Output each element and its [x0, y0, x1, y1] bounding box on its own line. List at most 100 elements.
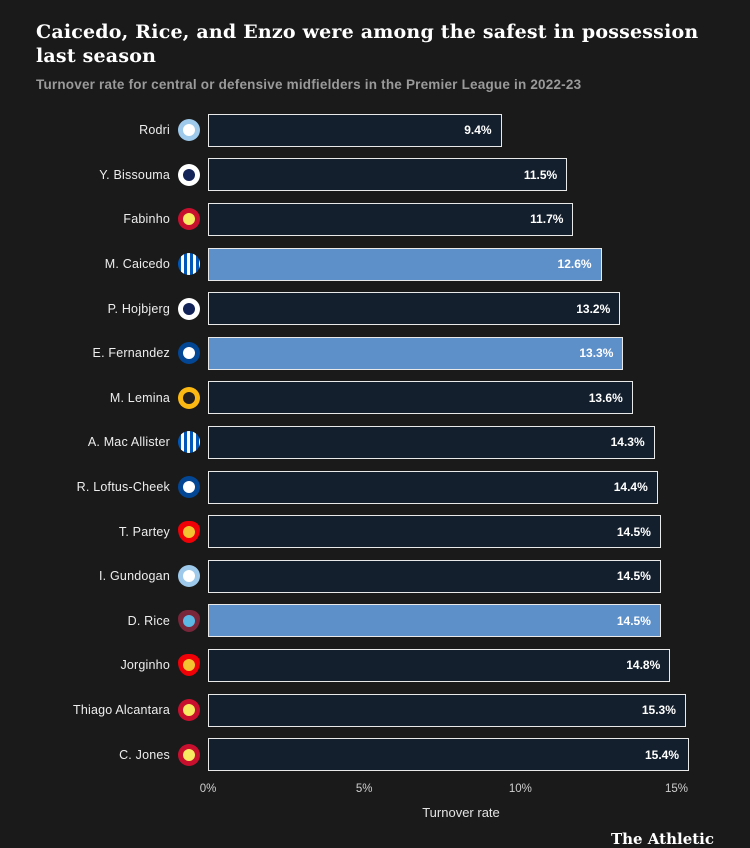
club-badge-cell — [170, 520, 208, 543]
turnover-bar: 15.4% — [208, 738, 689, 772]
turnover-bar: 13.2% — [208, 292, 621, 326]
bar-track: 11.5% — [208, 158, 714, 192]
player-label: E. Fernandez — [92, 346, 170, 361]
club-badge-cell — [170, 208, 208, 231]
player-label: M. Lemina — [109, 390, 170, 405]
turnover-bar: 14.8% — [208, 648, 671, 682]
player-label: I. Gundogan — [98, 569, 170, 584]
bar-track: 14.5% — [208, 559, 714, 593]
bar-track: 14.8% — [208, 648, 714, 682]
player-label: T. Partey — [118, 524, 170, 539]
bar-track: 14.5% — [208, 515, 714, 549]
bar-row: C. Jones 15.4% — [36, 732, 714, 777]
club-badge-cell — [170, 163, 208, 186]
player-label: Fabinho — [123, 212, 170, 227]
club-badge-arsenal-icon — [178, 654, 200, 677]
bar-track: 11.7% — [208, 202, 714, 236]
bar-value-label: 14.4% — [613, 480, 648, 495]
club-badge-cell — [170, 431, 208, 454]
bar-value-label: 14.5% — [616, 613, 651, 628]
bar-value-label: 12.6% — [557, 257, 592, 272]
club-badge-cell — [170, 699, 208, 722]
turnover-bar: 12.6% — [208, 247, 602, 281]
x-axis-tick: 0% — [199, 782, 217, 795]
club-badge-brighton-icon — [178, 253, 200, 276]
club-badge-wolves-icon — [178, 386, 200, 409]
bar-track: 15.3% — [208, 693, 714, 727]
bar-value-label: 11.7% — [530, 212, 564, 227]
club-badge-cell — [170, 119, 208, 142]
club-badge-chelsea-icon — [178, 476, 200, 499]
club-badge-cell — [170, 386, 208, 409]
bar-row: Thiago Alcantara 15.3% — [36, 688, 714, 733]
player-label: C. Jones — [119, 747, 170, 762]
bar-track: 15.4% — [208, 738, 714, 772]
club-badge-cell — [170, 743, 208, 766]
bar-row: Y. Bissouma 11.5% — [36, 153, 714, 198]
bar-value-label: 13.2% — [576, 301, 611, 316]
club-badge-arsenal-icon — [178, 520, 200, 543]
club-badge-manchester-city-icon — [178, 119, 200, 142]
turnover-bar: 11.5% — [208, 158, 568, 192]
player-label: Jorginho — [120, 658, 170, 673]
x-axis: 0% 5% 10% 15% — [200, 781, 714, 799]
bar-row: T. Partey 14.5% — [36, 509, 714, 554]
bar-value-label: 13.6% — [588, 390, 623, 405]
player-label: Rodri — [139, 123, 170, 138]
bar-value-label: 13.3% — [579, 346, 614, 361]
bar-track: 12.6% — [208, 247, 714, 281]
bar-track: 14.4% — [208, 470, 714, 504]
club-badge-tottenham-icon — [178, 297, 200, 320]
turnover-bar: 14.5% — [208, 559, 661, 593]
bar-value-label: 11.5% — [523, 167, 558, 182]
club-badge-cell — [170, 342, 208, 365]
club-badge-tottenham-icon — [178, 163, 200, 186]
player-label: A. Mac Allister — [87, 435, 170, 450]
club-badge-chelsea-icon — [178, 342, 200, 365]
player-label: M. Caicedo — [104, 257, 170, 272]
turnover-bar: 14.5% — [208, 515, 661, 549]
turnover-bar: 14.3% — [208, 425, 655, 459]
bar-track: 14.5% — [208, 604, 714, 638]
bar-track: 9.4% — [208, 113, 714, 147]
bar-row: M. Lemina 13.6% — [36, 376, 714, 421]
bar-row: Rodri 9.4% — [36, 108, 714, 153]
club-badge-cell — [170, 609, 208, 632]
turnover-bar: 13.6% — [208, 381, 633, 415]
club-badge-liverpool-icon — [178, 699, 200, 722]
club-badge-cell — [170, 297, 208, 320]
club-badge-cell — [170, 476, 208, 499]
club-badge-cell — [170, 565, 208, 588]
chart-subtitle: Turnover rate for central or defensive m… — [36, 77, 582, 92]
x-axis-tick: 5% — [355, 782, 373, 795]
x-axis-label: Turnover rate — [422, 804, 500, 820]
bar-row: A. Mac Allister 14.3% — [36, 420, 714, 465]
bar-value-label: 9.4% — [464, 123, 492, 138]
player-label: Thiago Alcantara — [72, 703, 170, 718]
x-axis-tick: 10% — [508, 782, 532, 795]
club-badge-cell — [170, 253, 208, 276]
player-label: P. Hojbjerg — [107, 301, 170, 316]
club-badge-brighton-icon — [178, 431, 200, 454]
club-badge-cell — [170, 654, 208, 677]
bar-value-label: 14.5% — [616, 569, 651, 584]
player-label: D. Rice — [127, 613, 170, 628]
club-badge-liverpool-icon — [178, 743, 200, 766]
bar-track: 13.3% — [208, 336, 714, 370]
bar-row: Jorginho 14.8% — [36, 643, 714, 688]
bar-rows: Rodri 9.4% Y. Bissouma 11.5% Fabinho 11.7% M. … — [36, 108, 714, 777]
bar-value-label: 14.8% — [626, 658, 661, 673]
bar-row: M. Caicedo 12.6% — [36, 242, 714, 287]
turnover-bar: 11.7% — [208, 202, 574, 236]
bar-track: 13.2% — [208, 292, 714, 326]
bar-value-label: 15.3% — [641, 703, 676, 718]
bar-row: Fabinho 11.7% — [36, 197, 714, 242]
bar-value-label: 14.5% — [616, 524, 651, 539]
turnover-bar: 15.3% — [208, 693, 686, 727]
bar-row: R. Loftus-Cheek 14.4% — [36, 465, 714, 510]
bar-value-label: 14.3% — [610, 435, 645, 450]
chart-title: Caicedo, Rice, and Enzo were among the s… — [36, 21, 699, 67]
bar-track: 14.3% — [208, 425, 714, 459]
bar-row: P. Hojbjerg 13.2% — [36, 286, 714, 331]
